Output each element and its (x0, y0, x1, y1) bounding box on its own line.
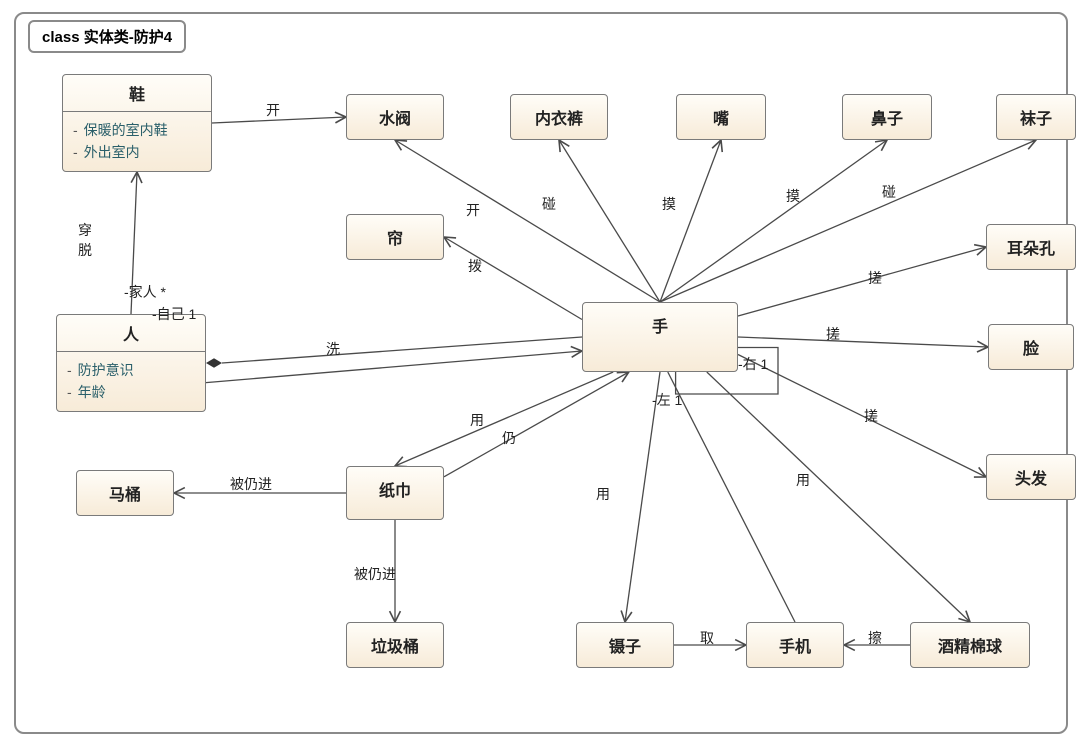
node-title: 内衣裤 (511, 95, 607, 139)
node-hand: 手 (582, 302, 738, 372)
edge-label: 被仍进 (354, 564, 396, 584)
attr-dash: - (67, 362, 72, 378)
node-title: 鞋 (63, 75, 211, 112)
edge-label: 碰 (542, 194, 556, 214)
edge-label: 碰 (882, 182, 896, 202)
edge-line (738, 337, 988, 347)
node-title: 袜子 (997, 95, 1075, 139)
node-toilet: 马桶 (76, 470, 174, 516)
edge-label: 搓 (868, 268, 882, 288)
attr-text: 外出室内 (84, 144, 140, 160)
edge-label: 开 (466, 200, 480, 220)
attr-text: 年龄 (78, 384, 106, 400)
node-trash: 垃圾桶 (346, 622, 444, 668)
edge-end-label: -自己 1 (152, 304, 196, 324)
node-valve: 水阀 (346, 94, 444, 140)
edge-label: 开 (266, 100, 280, 120)
node-cotton: 酒精棉球 (910, 622, 1030, 668)
node-shoe: 鞋-保暖的室内鞋-外出室内 (62, 74, 212, 172)
node-nose: 鼻子 (842, 94, 932, 140)
node-title: 酒精棉球 (911, 623, 1029, 667)
node-tissue: 纸巾 (346, 466, 444, 520)
node-title: 嘴 (677, 95, 765, 139)
edge-line (660, 140, 721, 302)
edge-line (395, 372, 613, 466)
edge-label: 拨 (468, 256, 482, 276)
attr-row: -年龄 (67, 382, 195, 402)
edge-label: 仍 (502, 428, 516, 448)
edge-line (668, 372, 795, 622)
node-sock: 袜子 (996, 94, 1076, 140)
diagram-frame: class 实体类-防护4 鞋-保暖的室内鞋-外出室内水阀内衣裤嘴鼻子袜子帘耳朵… (14, 12, 1068, 734)
node-person: 人-防护意识-年龄 (56, 314, 206, 412)
composition-diamond (206, 358, 222, 368)
node-mouth: 嘴 (676, 94, 766, 140)
node-curtain: 帘 (346, 214, 444, 260)
node-attrs: -防护意识-年龄 (57, 352, 205, 410)
node-title: 马桶 (77, 471, 173, 515)
self-assoc-right-label: -右 1 (738, 354, 768, 374)
edge-line (206, 351, 582, 383)
node-tweezer: 镊子 (576, 622, 674, 668)
diagram-title: class 实体类-防护4 (42, 29, 172, 46)
node-title: 水阀 (347, 95, 443, 139)
node-face: 脸 (988, 324, 1074, 370)
attr-row: -外出室内 (73, 142, 201, 162)
attr-text: 保暖的室内鞋 (84, 122, 168, 138)
edge-line (738, 247, 986, 316)
attr-row: -防护意识 (67, 360, 195, 380)
edge-label: 摸 (786, 186, 800, 206)
edge-label: 用 (470, 410, 484, 430)
node-title: 纸巾 (347, 467, 443, 511)
node-ear: 耳朵孔 (986, 224, 1076, 270)
node-hair: 头发 (986, 454, 1076, 500)
edge-label: 用 (596, 484, 610, 504)
self-assoc-left-label: -左 1 (652, 390, 682, 410)
node-title: 镊子 (577, 623, 673, 667)
attr-row: -保暖的室内鞋 (73, 120, 201, 140)
node-title: 手机 (747, 623, 843, 667)
node-title: 头发 (987, 455, 1075, 499)
edge-label: 搓 (864, 406, 878, 426)
edge-line (222, 337, 582, 363)
edge-line (559, 140, 660, 302)
edge-line (660, 140, 1036, 302)
edge-label: 擦 (868, 628, 882, 648)
edge-label: 取 (700, 628, 714, 648)
role-label: -家人 * (124, 282, 166, 302)
edge-line (660, 140, 887, 302)
node-title: 帘 (347, 215, 443, 259)
edge-label: 被仍进 (230, 474, 272, 494)
edge-label: 摸 (662, 194, 676, 214)
node-title: 鼻子 (843, 95, 931, 139)
edge-line (738, 355, 986, 478)
node-phone: 手机 (746, 622, 844, 668)
edge-line (707, 372, 970, 622)
attr-text: 防护意识 (78, 362, 134, 378)
attr-dash: - (73, 144, 78, 160)
diagram-title-tab: class 实体类-防护4 (28, 20, 186, 53)
attr-dash: - (67, 384, 72, 400)
edge-label: 用 (796, 470, 810, 490)
node-title: 脸 (989, 325, 1073, 369)
attr-dash: - (73, 122, 78, 138)
node-title: 耳朵孔 (987, 225, 1075, 269)
edge-label: 搓 (826, 324, 840, 344)
node-attrs: -保暖的室内鞋-外出室内 (63, 112, 211, 170)
node-title: 垃圾桶 (347, 623, 443, 667)
node-under: 内衣裤 (510, 94, 608, 140)
edge-label: 穿 脱 (78, 220, 92, 260)
edge-line (444, 237, 582, 320)
node-title: 手 (583, 303, 737, 347)
edge-label: 洗 (326, 339, 340, 359)
